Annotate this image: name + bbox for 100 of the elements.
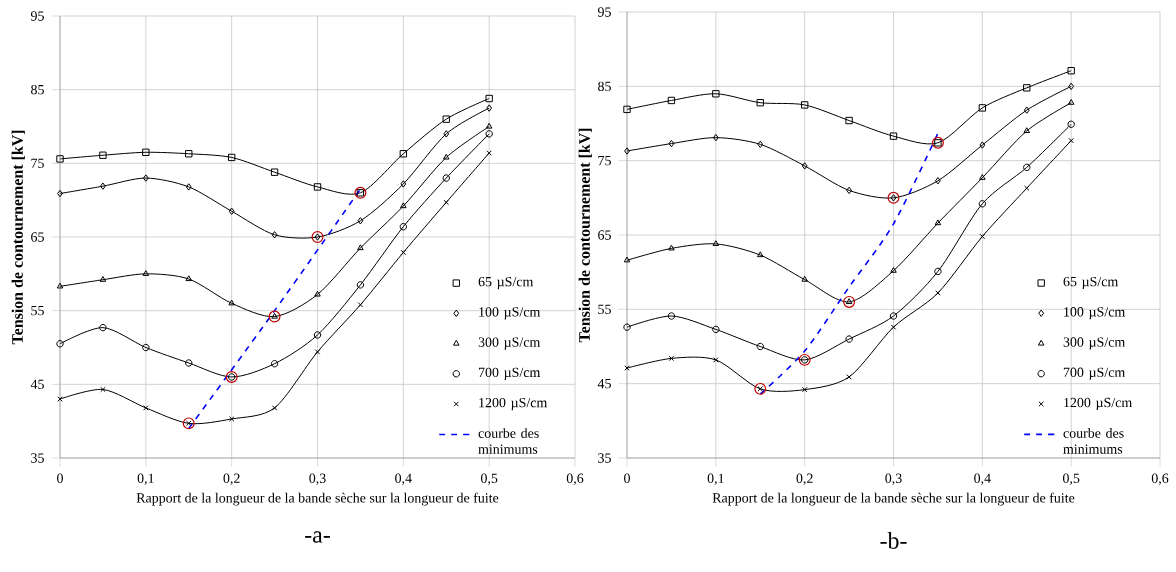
x-tick-label: 0,5 <box>480 473 498 485</box>
point <box>185 275 193 282</box>
point <box>486 104 493 112</box>
point <box>889 132 898 140</box>
point <box>890 266 897 273</box>
y-tick-label: 75 <box>31 158 44 168</box>
point <box>935 177 941 185</box>
point <box>99 323 107 332</box>
point <box>357 244 364 251</box>
point <box>1023 106 1030 114</box>
x-tick-label: 0,2 <box>796 473 813 485</box>
legend-label: 100 µS/cm <box>479 307 541 320</box>
point <box>757 251 764 258</box>
point <box>667 96 676 105</box>
point <box>712 90 720 98</box>
x-tick-label: 0,1 <box>707 473 724 485</box>
point <box>1068 82 1075 91</box>
y-tick-label: 85 <box>598 81 611 92</box>
point <box>142 343 150 352</box>
point <box>313 331 322 339</box>
point <box>1024 185 1030 191</box>
y-tick-label: 75 <box>598 156 611 166</box>
legend-label: courbe des minimums <box>478 428 539 454</box>
point <box>979 233 986 240</box>
point <box>270 168 279 176</box>
point <box>1023 163 1031 172</box>
point <box>99 276 107 282</box>
point <box>313 183 322 191</box>
x-tick-label: 0,1 <box>137 473 154 485</box>
point <box>400 180 407 188</box>
x-tick-label: 0 <box>624 473 630 483</box>
point <box>978 104 987 112</box>
x-tick-label: 0,2 <box>223 473 240 485</box>
y-tick-label: 55 <box>31 306 44 316</box>
point <box>314 349 321 355</box>
text: -b- <box>880 531 907 549</box>
point <box>143 405 149 411</box>
x-tick-label: 0,3 <box>309 473 326 485</box>
point <box>801 386 808 393</box>
point <box>935 290 941 296</box>
point <box>357 217 364 225</box>
legend-label: 700 µS/cm <box>1063 367 1126 380</box>
x-tick-label: 0,5 <box>1062 473 1080 485</box>
y-tick-label: 85 <box>31 84 44 95</box>
point <box>485 94 493 103</box>
point <box>934 219 942 226</box>
point <box>754 382 767 395</box>
point <box>624 147 630 155</box>
point <box>228 299 235 306</box>
point <box>800 101 809 109</box>
x-tick-label: 0,4 <box>974 473 991 485</box>
point <box>443 199 450 206</box>
point <box>889 312 898 320</box>
legend-label: 1200 µS/cm <box>1064 397 1133 411</box>
point <box>228 416 235 422</box>
legend-label: 300 µS/cm <box>1063 337 1126 350</box>
x-tick-label: 0 <box>57 473 63 483</box>
point <box>185 359 193 367</box>
point <box>623 256 631 263</box>
point <box>1067 120 1075 128</box>
legend-label: 300 µS/cm <box>478 337 541 350</box>
point <box>845 298 853 304</box>
point <box>1067 67 1075 75</box>
point <box>400 202 407 209</box>
point <box>623 105 631 114</box>
point <box>668 244 675 251</box>
y-axis-title: Tension de contournement [kV] <box>11 130 25 345</box>
point <box>801 275 808 282</box>
point <box>979 174 986 180</box>
point <box>668 355 675 362</box>
x-axis-title: Rapport de la longueur de la bande sèche sur la longueur de fuite <box>136 492 499 506</box>
x-tick-label: 0,6 <box>566 473 584 485</box>
line-series <box>759 132 939 395</box>
point <box>399 223 408 231</box>
legend-label: courbe des minimums <box>1063 428 1124 454</box>
point <box>399 150 408 158</box>
point <box>1023 127 1031 134</box>
point <box>934 267 942 276</box>
point <box>56 340 64 348</box>
point <box>1068 137 1074 144</box>
x-axis-title: Rapport de la longueur de la bande sèche sur la longueur de fuite <box>712 492 1075 506</box>
point <box>442 174 450 182</box>
point <box>100 386 106 393</box>
point <box>142 148 150 156</box>
point <box>485 122 493 129</box>
point <box>142 174 149 182</box>
point <box>356 281 365 289</box>
y-tick-label: 55 <box>598 304 611 314</box>
point <box>185 150 193 158</box>
point <box>667 312 676 320</box>
point <box>99 151 107 159</box>
y-tick-label: 35 <box>31 453 44 463</box>
point <box>314 290 321 297</box>
y-tick-label: 65 <box>31 232 44 242</box>
point <box>757 140 764 149</box>
y-tick-label: 95 <box>597 7 611 17</box>
point <box>890 324 897 330</box>
point <box>846 374 852 380</box>
y-tick-label: 45 <box>597 379 611 389</box>
y-axis-title: Tension de contournement [kV] <box>578 128 592 343</box>
